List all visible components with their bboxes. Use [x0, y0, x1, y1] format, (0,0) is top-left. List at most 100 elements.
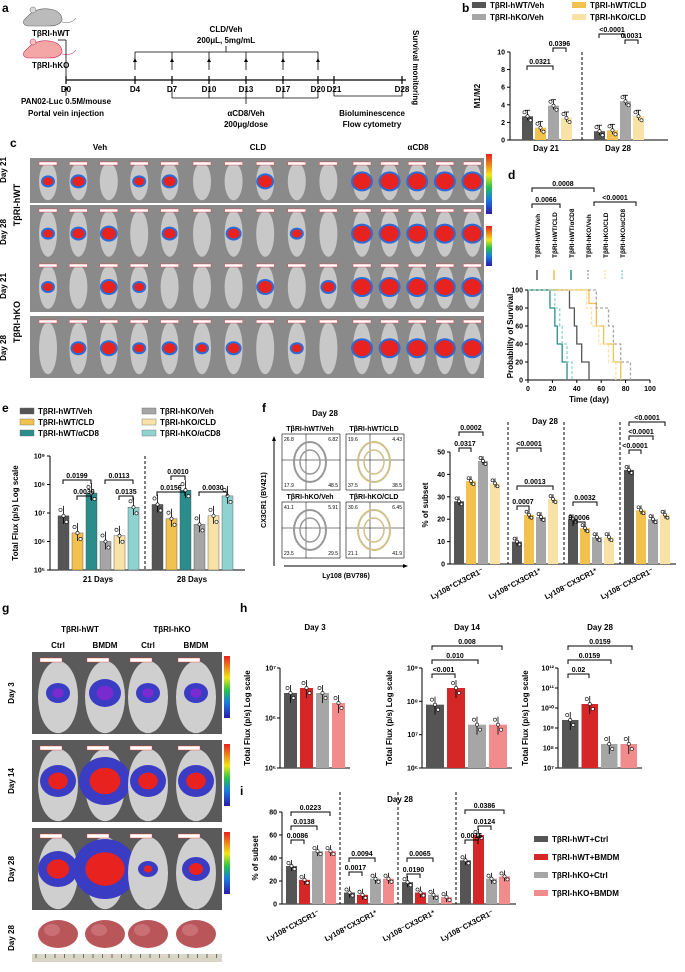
p-value-label: 0.010 — [446, 653, 464, 660]
data-point — [299, 874, 304, 879]
y-axis-label: Total Flux (p/s) Log scale — [11, 465, 20, 561]
p-value-label: <0.001 — [433, 667, 455, 674]
roi-label-box — [38, 208, 58, 213]
roi-label-box — [99, 161, 119, 166]
column-label: Ctrl — [51, 641, 65, 650]
roi-label-box — [352, 263, 372, 268]
data-point — [483, 462, 488, 466]
row-day-label: Day 28 — [7, 925, 16, 951]
x-tick-label: 80 — [622, 386, 630, 393]
signal-core — [43, 229, 53, 238]
legend-label: TβRI-hKO/CLD — [160, 418, 216, 427]
signal-core — [435, 173, 454, 190]
y-axis-label: Total Flux (p/s) Log scale — [243, 670, 252, 766]
signal-core — [380, 340, 399, 357]
category-label: Ly108⁻CX3CR1⁻ — [439, 908, 495, 943]
bar — [512, 541, 522, 564]
data-point — [152, 496, 157, 501]
y-tick-label: 40 — [269, 856, 277, 863]
data-point — [64, 519, 69, 524]
bar — [636, 510, 646, 564]
group-label: 21 Days — [83, 575, 114, 584]
legend-label: TβRI-hKO/Veh — [490, 13, 544, 22]
significance-bracket — [598, 33, 626, 38]
data-point — [336, 701, 341, 705]
significance-bracket — [431, 673, 456, 678]
data-point — [169, 516, 174, 521]
p-value-label: <0.0001 — [622, 443, 648, 450]
roi-label-box — [352, 319, 372, 324]
bar — [447, 688, 465, 768]
legend-label: TβRI-hKO/αCD8 — [620, 208, 627, 258]
y-tick-label: 10⁷ — [543, 766, 554, 773]
roi-label-box — [224, 263, 243, 268]
data-point — [285, 686, 290, 690]
group-label: TβRI-hWT — [61, 625, 99, 634]
p-value-label: 0.02 — [572, 667, 586, 674]
roi-label-box — [129, 263, 149, 268]
roi-label-box — [380, 319, 399, 324]
significance-bracket — [567, 673, 590, 678]
row-group-label: TβRI-hWT — [12, 183, 22, 226]
data-point — [436, 707, 440, 712]
data-point — [457, 691, 461, 695]
bar — [499, 876, 510, 904]
group-label: Day 28 — [605, 144, 631, 153]
flow-plot — [281, 501, 341, 559]
signal-core — [186, 772, 206, 790]
legend-label: TβRI-hWT/Veh — [490, 1, 544, 10]
data-point — [318, 852, 323, 857]
roi-label-box — [99, 319, 119, 324]
data-point — [594, 125, 599, 130]
roi-label-box — [435, 161, 454, 166]
flow-plot-title: TβRI-hKO/CLD — [350, 494, 399, 501]
legend-label: TβRI-hKO/αCD8 — [160, 429, 221, 438]
roi-label-box — [86, 833, 110, 839]
roi-label-box — [38, 161, 58, 166]
significance-bracket — [76, 495, 92, 500]
category-label: Ly108⁺CX3CR1⁺ — [323, 908, 379, 943]
significance-bracket — [290, 811, 331, 816]
roi-label-box — [463, 161, 482, 166]
survival-curve — [528, 289, 632, 380]
significance-bracket — [290, 825, 318, 830]
bar — [548, 105, 559, 140]
bar — [221, 495, 234, 571]
mouse-silhouette — [287, 265, 306, 309]
mouse-silhouette — [99, 162, 118, 201]
legend-label: TβRI-hWT/Veh — [38, 407, 92, 416]
p-value-label: 0.0030 — [202, 485, 224, 492]
flow-plot — [345, 501, 405, 559]
signal-core — [101, 342, 116, 355]
signal-core — [85, 852, 125, 886]
mouse-silhouette — [256, 322, 275, 375]
data-point — [339, 706, 344, 710]
data-point — [538, 125, 543, 130]
data-point — [61, 513, 66, 518]
density-contour — [299, 449, 321, 475]
roi-label-box — [256, 263, 275, 268]
legend-label: TβRI-hWT/CLD — [38, 418, 95, 427]
biolum-label: Bioluminescence — [339, 109, 405, 118]
column-label: BMDM — [184, 641, 209, 650]
roi-label-box — [380, 161, 399, 166]
signal-core — [408, 279, 427, 296]
data-point — [626, 742, 631, 746]
p-value-label: 0.0321 — [529, 59, 551, 66]
y-axis-label: Total Flux (p/s) Log scale — [521, 670, 530, 766]
mouse-hwt-icon — [23, 8, 63, 27]
x-axis-label: Time (day) — [569, 395, 609, 404]
p-value-label: 0.0016 — [461, 833, 483, 840]
significance-bracket — [567, 659, 612, 664]
p-value-label: 0.0010 — [167, 469, 189, 476]
data-point — [653, 520, 658, 525]
legend-swatch — [19, 407, 35, 415]
arrowhead — [272, 436, 276, 441]
row-day-label: Day 3 — [7, 682, 16, 704]
legend-label: TβRI-hWT/CLD — [552, 212, 559, 258]
signal-core — [143, 865, 153, 873]
roi-label-box — [435, 208, 454, 213]
legend-label: TβRI-hWT+Ctrl — [552, 835, 608, 844]
data-point — [415, 887, 420, 892]
